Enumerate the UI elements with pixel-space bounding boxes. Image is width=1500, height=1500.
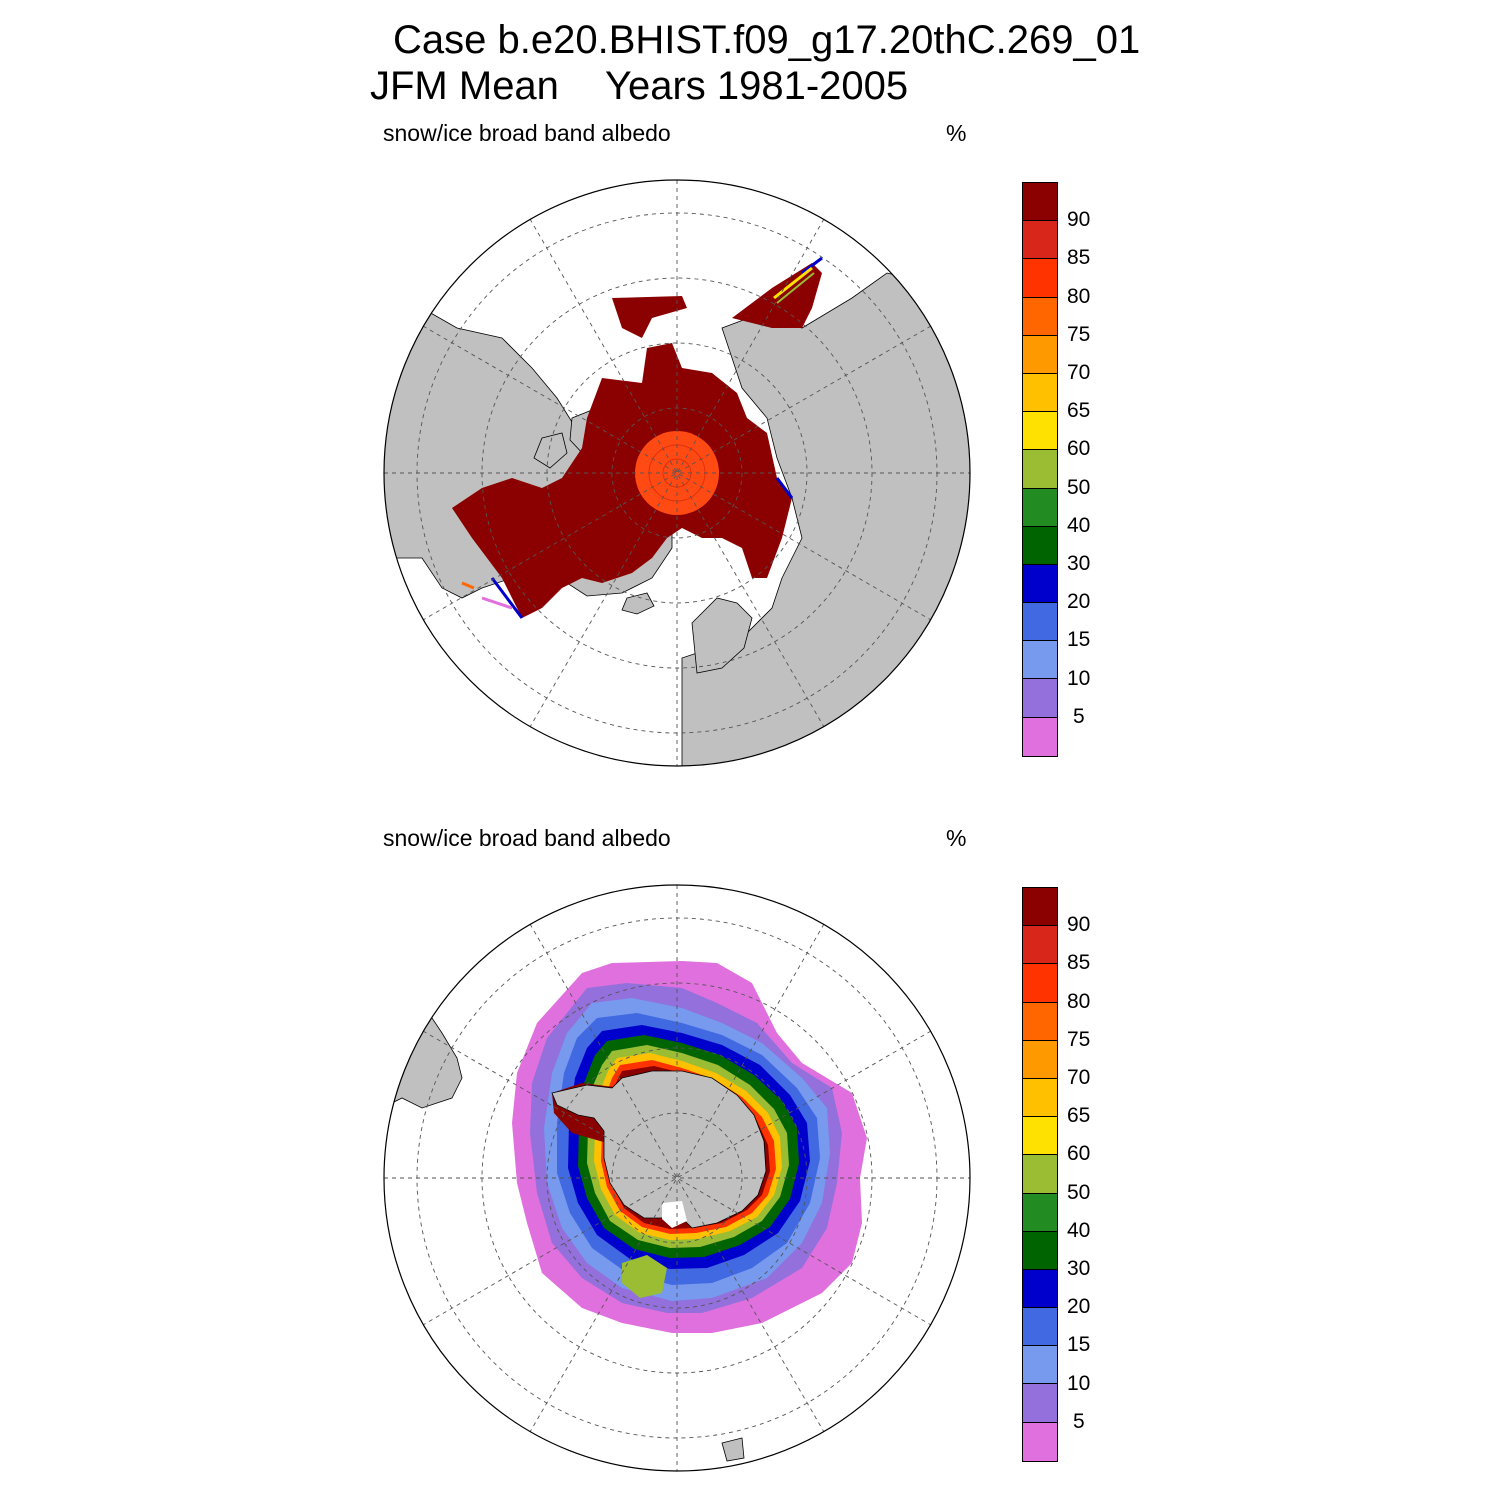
south-graticule: [384, 885, 970, 1471]
north-colorbar-swatch: [1023, 373, 1057, 413]
north-colorbar-label: 20: [1067, 590, 1091, 614]
south-colorbar-swatch: [1023, 1346, 1057, 1385]
north-colorbar-swatch: [1023, 526, 1057, 565]
figure-title-case: Case b.e20.BHIST.f09_g17.20thC.269_01: [393, 18, 1141, 62]
south-colorbar-label: 90: [1067, 913, 1091, 937]
north-colorbar-label: 15: [1067, 628, 1091, 652]
north-colorbar-label: 60: [1067, 437, 1091, 461]
north-colorbar-swatch: [1023, 183, 1057, 222]
season-label: JFM Mean: [370, 64, 559, 108]
south-colorbar-label: 80: [1067, 989, 1091, 1013]
south-colorbar-swatch: [1023, 964, 1057, 1003]
south-colorbar-label: 30: [1067, 1257, 1091, 1280]
south-colorbar-label: 60: [1067, 1142, 1091, 1166]
north-colorbar-swatch: [1023, 297, 1057, 336]
north-colorbar-swatch: [1023, 564, 1057, 604]
north-graticule: [384, 180, 970, 766]
north-colorbar-swatch: [1023, 679, 1057, 718]
south-panel-variable-label: snow/ice broad band albedo: [383, 825, 671, 851]
south-ross-ice: [622, 1255, 667, 1298]
north-colorbar-swatch: [1023, 221, 1057, 260]
north-panel-units: %: [946, 120, 967, 146]
north-colorbar-swatch: [1023, 603, 1057, 642]
years-label: Years 1981-2005: [604, 64, 909, 108]
south-colorbar-swatch: [1023, 1002, 1057, 1041]
north-colorbar-label: 30: [1067, 552, 1091, 575]
north-colorbar: [1022, 182, 1058, 757]
south-colorbar-swatch: [1023, 1193, 1057, 1232]
north-colorbar-swatch: [1023, 259, 1057, 298]
south-colorbar-label: 20: [1067, 1295, 1091, 1319]
south-colorbar-swatch: [1023, 1078, 1057, 1118]
north-sea-ice-high: [452, 343, 792, 618]
north-colorbar-swatch: [1023, 717, 1057, 756]
south-colorbar-swatch: [1023, 888, 1057, 927]
north-colorbar-label: 70: [1067, 361, 1091, 384]
south-colorbar-label: 10: [1067, 1371, 1091, 1395]
south-colorbar-label: 85: [1067, 951, 1091, 975]
south-colorbar-label: 50: [1067, 1180, 1091, 1204]
north-ice-edge-bands: [490, 256, 823, 619]
south-colorbar-label: 70: [1067, 1066, 1091, 1089]
north-colorbar-label: 65: [1067, 399, 1091, 423]
south-colorbar-swatch: [1023, 926, 1057, 965]
north-sea-ice-bering: [612, 296, 687, 338]
north-colorbar-swatch: [1023, 488, 1057, 527]
south-colorbar: [1022, 887, 1058, 1462]
south-colorbar-swatch: [1023, 1231, 1057, 1270]
south-colorbar-swatch: [1023, 1308, 1057, 1347]
north-colorbar-swatch: [1023, 450, 1057, 489]
south-polar-map: [383, 884, 971, 1472]
south-colorbar-label: 15: [1067, 1333, 1091, 1357]
south-map-border: [383, 884, 971, 1472]
north-colorbar-label: 85: [1067, 246, 1091, 270]
north-colorbar-label: 5: [1073, 704, 1085, 728]
south-colorbar-swatch: [1023, 1269, 1057, 1309]
north-colorbar-swatch: [1023, 641, 1057, 680]
north-map-border: [383, 179, 971, 767]
north-colorbar-label: 75: [1067, 322, 1091, 346]
north-colorbar-label: 90: [1067, 208, 1091, 232]
north-polar-map: [383, 179, 971, 767]
north-colorbar-swatch: [1023, 412, 1057, 451]
south-colorbar-label: 5: [1073, 1409, 1085, 1433]
north-pole-region: [635, 431, 719, 515]
south-colorbar-label: 40: [1067, 1218, 1091, 1242]
figure-title-period: JFM Mean Years 1981-2005: [370, 64, 908, 109]
north-panel-variable-label: snow/ice broad band albedo: [383, 120, 671, 146]
south-colorbar-label: 75: [1067, 1027, 1091, 1051]
south-colorbar-swatch: [1023, 1117, 1057, 1156]
south-colorbar-swatch: [1023, 1422, 1057, 1461]
south-colorbar-swatch: [1023, 1040, 1057, 1079]
north-colorbar-label: 10: [1067, 666, 1091, 690]
north-colorbar-label: 80: [1067, 284, 1091, 308]
south-colorbar-swatch: [1023, 1155, 1057, 1194]
south-colorbar-swatch: [1023, 1384, 1057, 1423]
north-colorbar-label: 50: [1067, 475, 1091, 499]
north-colorbar-swatch: [1023, 335, 1057, 374]
south-colorbar-label: 65: [1067, 1104, 1091, 1128]
south-panel-units: %: [946, 825, 967, 851]
north-colorbar-label: 40: [1067, 513, 1091, 537]
